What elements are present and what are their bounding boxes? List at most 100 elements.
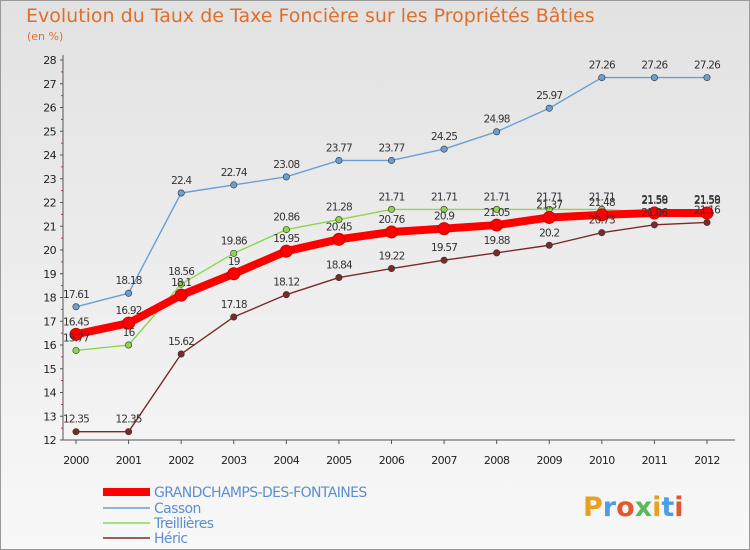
data-label: 16.45 xyxy=(63,316,89,328)
data-point xyxy=(72,346,80,354)
data-label: 19 xyxy=(228,256,240,268)
logo-letter: o xyxy=(616,492,635,523)
data-point xyxy=(335,216,343,224)
data-label: 12.35 xyxy=(63,414,89,426)
data-label: 12.35 xyxy=(116,414,142,426)
data-point xyxy=(122,316,136,330)
data-label: 22.4 xyxy=(171,175,192,187)
y-tick-label: 21 xyxy=(43,220,56,233)
data-point xyxy=(332,232,346,246)
data-label: 18.18 xyxy=(116,275,142,287)
y-tick-label: 24 xyxy=(43,149,56,162)
y-tick-label: 26 xyxy=(43,102,56,115)
data-label: 27.26 xyxy=(641,60,668,72)
data-label: 21.06 xyxy=(641,207,668,219)
y-tick-label: 19 xyxy=(43,268,56,281)
data-point xyxy=(72,428,80,436)
data-point xyxy=(598,229,606,237)
logo-letter: x xyxy=(635,492,652,523)
data-point xyxy=(125,341,133,349)
data-label: 20.73 xyxy=(589,215,615,227)
data-label: 19.22 xyxy=(378,251,404,263)
data-point xyxy=(387,265,395,273)
data-label: 24.25 xyxy=(431,131,457,143)
data-label: 19.88 xyxy=(484,235,510,247)
data-label: 22.74 xyxy=(221,167,248,179)
y-tick-label: 12 xyxy=(43,434,56,447)
data-point xyxy=(177,350,185,358)
data-label: 21.59 xyxy=(641,194,667,206)
data-label: 19.57 xyxy=(431,242,457,254)
data-point xyxy=(440,256,448,264)
data-point xyxy=(230,249,238,257)
data-point xyxy=(598,74,606,82)
data-point xyxy=(703,74,711,82)
data-point xyxy=(227,267,241,281)
data-point xyxy=(703,218,711,226)
data-label: 17.61 xyxy=(63,289,89,301)
data-label: 21.71 xyxy=(431,191,457,203)
y-tick-label: 23 xyxy=(43,173,56,186)
data-point xyxy=(647,206,661,220)
data-label: 16.92 xyxy=(116,305,142,317)
data-point xyxy=(493,128,501,136)
data-point xyxy=(595,208,609,222)
data-label: 20.45 xyxy=(326,221,352,233)
data-point xyxy=(125,289,133,297)
data-point xyxy=(650,74,658,82)
y-tick-label: 22 xyxy=(43,197,56,210)
data-label: 24.98 xyxy=(484,114,510,126)
data-label: 18.84 xyxy=(326,260,353,272)
data-label: 20.86 xyxy=(273,212,300,224)
logo-letter: t xyxy=(661,492,674,523)
data-point xyxy=(493,249,501,257)
x-tick-label: 2010 xyxy=(589,454,615,467)
y-tick-label: 28 xyxy=(43,54,56,67)
data-point xyxy=(545,241,553,249)
x-tick-label: 2009 xyxy=(536,454,562,467)
chart-subtitle: (en %) xyxy=(27,30,63,43)
data-label: 20.76 xyxy=(378,214,405,226)
y-tick-label: 15 xyxy=(43,363,56,376)
data-label: 21.16 xyxy=(694,204,721,216)
data-point xyxy=(387,156,395,164)
data-point xyxy=(437,222,451,236)
data-label: 27.26 xyxy=(694,60,721,72)
legend-label: GRANDCHAMPS-DES-FONTAINES xyxy=(154,485,367,501)
data-point xyxy=(335,156,343,164)
logo-letter: P xyxy=(583,492,603,523)
data-point xyxy=(282,226,290,234)
legend-label: Treillières xyxy=(153,516,214,532)
data-label: 21.28 xyxy=(326,202,352,214)
data-label: 15.62 xyxy=(168,336,194,348)
data-label: 21.05 xyxy=(484,207,510,219)
data-point xyxy=(440,145,448,153)
data-label: 21.56 xyxy=(694,195,721,207)
legend: GRANDCHAMPS-DES-FONTAINESCassonTreillièr… xyxy=(103,485,368,547)
data-label: 27.26 xyxy=(589,60,616,72)
data-label: 21.56 xyxy=(641,195,668,207)
x-tick-label: 2012 xyxy=(694,454,720,467)
data-point xyxy=(279,244,293,258)
data-label: 23.08 xyxy=(273,159,299,171)
x-tick-label: 2002 xyxy=(168,454,194,467)
data-point xyxy=(69,327,83,341)
data-point xyxy=(545,104,553,112)
y-tick-label: 27 xyxy=(43,78,56,91)
x-tick-label: 2005 xyxy=(326,454,352,467)
data-label: 15.77 xyxy=(63,332,89,344)
y-tick-label: 25 xyxy=(43,125,56,138)
data-point xyxy=(125,428,133,436)
data-point xyxy=(490,218,504,232)
y-tick-label: 14 xyxy=(43,387,56,400)
data-point xyxy=(385,225,398,239)
proxiti-logo: Proxiti xyxy=(583,492,684,523)
data-label: 20.2 xyxy=(539,227,559,239)
data-label: 19.86 xyxy=(221,235,248,247)
data-point xyxy=(700,206,714,220)
data-point xyxy=(387,205,395,213)
data-label: 20.9 xyxy=(434,211,454,223)
legend-label: Héric xyxy=(154,531,187,547)
